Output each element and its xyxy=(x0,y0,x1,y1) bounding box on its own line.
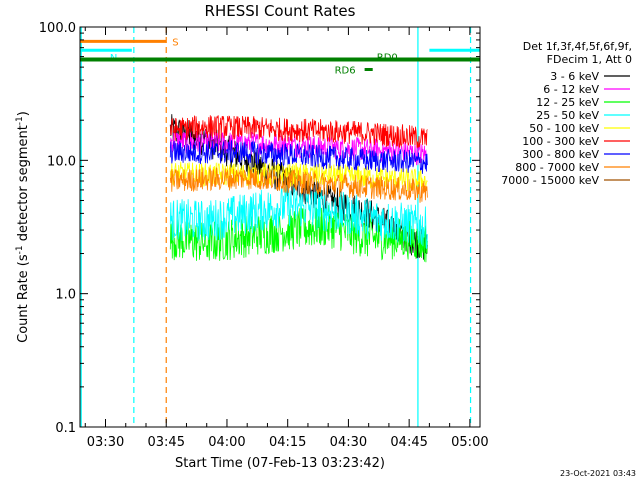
x-tick-label: 03:45 xyxy=(148,435,185,450)
y-label-sup2: -1 xyxy=(15,116,25,125)
y-tick-label: 100.0 xyxy=(39,21,76,36)
flag-label-s: S xyxy=(172,37,178,48)
series-line-6 xyxy=(169,140,428,174)
series-line-7 xyxy=(169,167,428,203)
y-tick-label: 0.1 xyxy=(55,421,76,436)
legend-entry-label: 6 - 12 keV xyxy=(543,83,599,96)
legend-header-line1: Det 1f,3f,4f,5f,6f,9f, xyxy=(523,40,632,53)
series-line-5 xyxy=(169,115,428,149)
legend-entry-label: 3 - 6 keV xyxy=(550,70,599,83)
x-tick-label: 04:00 xyxy=(208,435,245,450)
y-label-sup1: -1 xyxy=(15,245,25,254)
x-axis-label: Start Time (07-Feb-13 03:23:42) xyxy=(175,456,385,471)
y-label-end: ) xyxy=(16,111,31,116)
legend-entry-label: 800 - 7000 keV xyxy=(515,161,599,174)
y-tick-label: 1.0 xyxy=(55,288,76,303)
series-line-3 xyxy=(169,185,428,249)
plot-frame xyxy=(79,26,481,428)
flag-label-rd0: RD0 xyxy=(377,53,398,64)
x-tick-label: 04:30 xyxy=(330,435,367,450)
legend-entry-label: 7000 - 15000 keV xyxy=(501,174,599,187)
x-tick-label: 04:45 xyxy=(390,435,427,450)
legend-entry-label: 100 - 300 keV xyxy=(522,135,599,148)
y-axis-label: Count Rate (s-1 detector segment-1) xyxy=(15,111,31,343)
legend-entry-label: 50 - 100 keV xyxy=(529,122,599,135)
y-label-mid: detector segment xyxy=(16,125,31,245)
flag-label-rd6: RD6 xyxy=(335,66,356,77)
x-tick-label: 03:30 xyxy=(87,435,124,450)
y-tick-label: 10.0 xyxy=(47,154,76,169)
footer-timestamp: 23-Oct-2021 03:43 xyxy=(560,469,636,478)
x-tick-label: 04:15 xyxy=(269,435,306,450)
chart-title: RHESSI Count Rates xyxy=(205,2,356,20)
legend-entry-label: 300 - 800 keV xyxy=(522,148,599,161)
legend-header-line2: FDecim 1, Att 0 xyxy=(547,53,632,66)
legend-entry-label: 12 - 25 keV xyxy=(536,96,599,109)
y-label-main: Count Rate (s xyxy=(16,254,31,343)
legend-entry-label: 25 - 50 keV xyxy=(536,109,599,122)
x-tick-label: 05:00 xyxy=(451,435,488,450)
legend: Det 1f,3f,4f,5f,6f,9f, FDecim 1, Att 0 3… xyxy=(501,40,632,187)
